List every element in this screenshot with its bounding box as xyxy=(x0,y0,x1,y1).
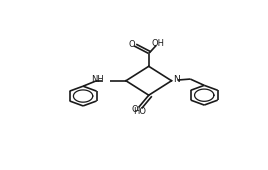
Text: NH: NH xyxy=(91,75,104,84)
Text: OH: OH xyxy=(152,39,165,48)
Text: O: O xyxy=(129,40,135,49)
Text: HO: HO xyxy=(133,107,146,116)
Text: N: N xyxy=(173,75,180,83)
Text: O: O xyxy=(132,105,138,114)
